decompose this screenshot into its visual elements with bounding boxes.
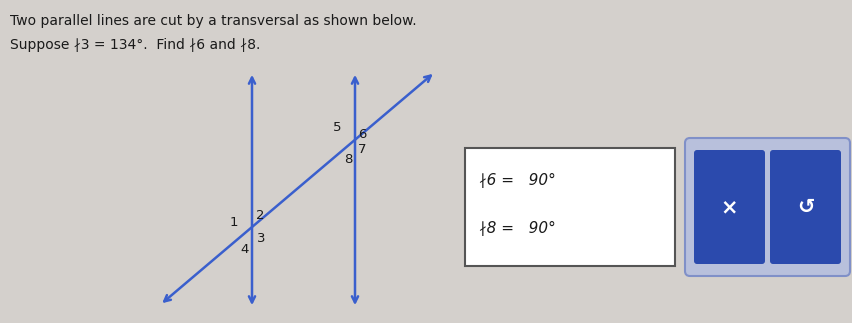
Text: 8: 8: [344, 153, 353, 166]
Text: ∤8 =   90°: ∤8 = 90°: [479, 221, 556, 235]
FancyBboxPatch shape: [684, 138, 849, 276]
Text: 3: 3: [256, 232, 265, 245]
FancyBboxPatch shape: [694, 150, 764, 264]
Text: 1: 1: [229, 215, 238, 229]
Text: 6: 6: [358, 128, 366, 141]
Text: 4: 4: [240, 243, 249, 256]
FancyBboxPatch shape: [769, 150, 840, 264]
Text: Two parallel lines are cut by a transversal as shown below.: Two parallel lines are cut by a transver…: [10, 14, 416, 28]
Text: ↺: ↺: [796, 197, 814, 217]
Text: ×: ×: [720, 197, 737, 217]
Text: 5: 5: [332, 121, 341, 134]
Text: Suppose ∤3 = 134°.  Find ∤6 and ∤8.: Suppose ∤3 = 134°. Find ∤6 and ∤8.: [10, 38, 260, 52]
FancyBboxPatch shape: [464, 148, 674, 266]
Text: 7: 7: [358, 143, 366, 156]
Text: 2: 2: [256, 209, 264, 222]
Text: ∤6 =   90°: ∤6 = 90°: [479, 172, 556, 188]
